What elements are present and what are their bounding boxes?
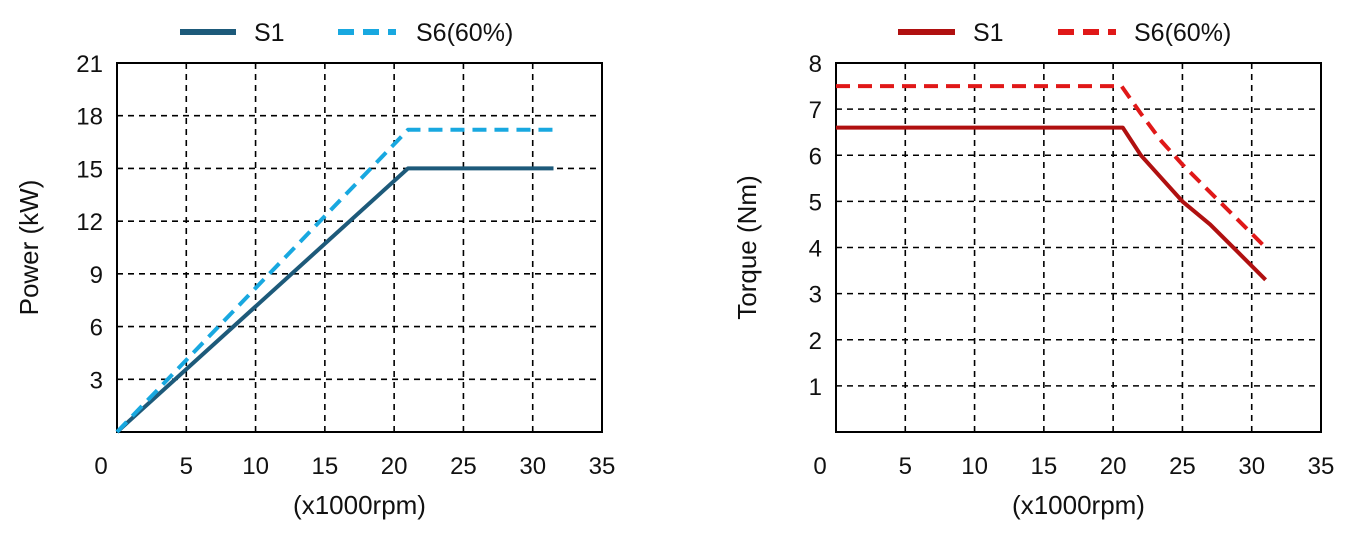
y-tick-label: 1 [809, 374, 822, 401]
x-tick-label: 10 [961, 453, 988, 480]
y-tick-label: 15 [76, 156, 103, 183]
x-tick-label: 10 [242, 453, 269, 480]
series-line-s6 [836, 84, 1268, 249]
x-tick-label: 20 [1100, 453, 1127, 480]
x-tick-label: 0 [813, 453, 826, 480]
legend-label: S6(60%) [1134, 19, 1231, 47]
y-tick-label: 8 [809, 51, 822, 78]
legend-label: S1 [254, 19, 285, 47]
plot-frame [835, 62, 1322, 433]
x-tick-label: 30 [519, 453, 546, 480]
y-tick-label: 9 [90, 262, 103, 289]
series-line-s6 [115, 127, 554, 434]
x-tick-label: 0 [94, 453, 107, 480]
chart-2: 0 5 10 15 20 25 30 35 1 2 3 4 5 6 7 8 S1 S6(60%) (x1000rpm… [732, 19, 1334, 520]
y-tick-label: 3 [90, 367, 103, 394]
legend-label: S1 [973, 19, 1004, 47]
x-tick-label: 25 [450, 453, 477, 480]
y-tick-label: 4 [809, 236, 822, 263]
x-tick-label: 20 [381, 453, 408, 480]
y-tick-label: 18 [76, 104, 103, 131]
x-tick-label: 15 [1031, 453, 1058, 480]
x-tick-label: 5 [899, 453, 912, 480]
y-axis-label: Torque (Nm) [732, 175, 762, 319]
x-tick-label: 30 [1238, 453, 1265, 480]
y-tick-label: 2 [809, 328, 822, 355]
plot-frame [116, 62, 603, 433]
y-tick-label: 12 [76, 209, 103, 236]
series-line-s1 [115, 166, 554, 434]
y-tick-label: 21 [76, 51, 103, 78]
x-tick-label: 15 [312, 453, 339, 480]
legend-label: S6(60%) [416, 19, 513, 47]
y-tick-label: 7 [809, 97, 822, 124]
y-tick-label: 3 [809, 282, 822, 309]
x-tick-label: 5 [180, 453, 193, 480]
x-axis-label: (x1000rpm) [293, 490, 426, 520]
y-axis-label: Power (kW) [14, 180, 44, 316]
y-tick-label: 6 [809, 143, 822, 170]
y-tick-label: 6 [90, 315, 103, 342]
x-axis-label: (x1000rpm) [1012, 490, 1145, 520]
x-tick-label: 25 [1169, 453, 1196, 480]
y-tick-label: 5 [809, 189, 822, 216]
x-tick-label: 35 [1308, 453, 1335, 480]
x-tick-label: 35 [589, 453, 616, 480]
series-line-s1 [836, 125, 1268, 282]
chart-1: 0 5 10 15 20 25 30 35 3 6 9 12 15 18 21 S1 S6(60%) (x1000… [14, 19, 615, 520]
